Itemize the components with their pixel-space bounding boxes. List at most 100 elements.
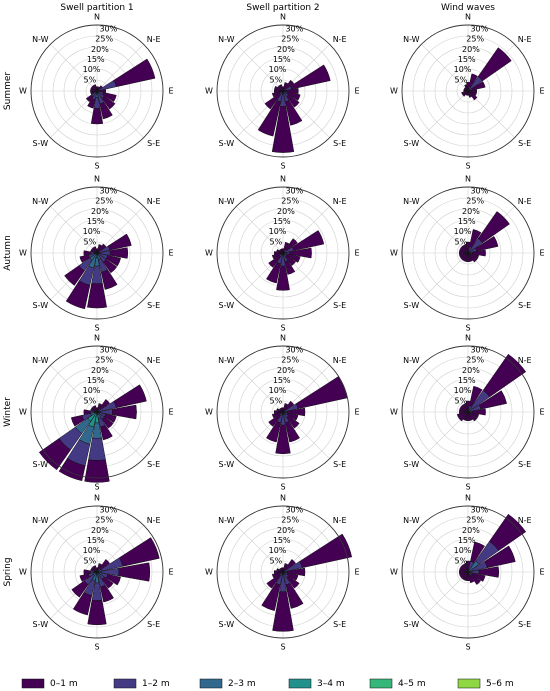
radial-tick-label: 25% (281, 356, 299, 365)
direction-label: S-W (404, 620, 420, 629)
wind-rose-wedge (478, 566, 500, 578)
wind-rose-wedge (98, 89, 107, 93)
direction-label: E (168, 249, 173, 258)
wind-rose-wedge (104, 413, 117, 424)
wind-rose-wedge (275, 424, 291, 455)
wind-rose-panel: 5%10%15%20%25%30% N N-E E S-E S S-W W N-W (390, 334, 544, 492)
wind-rose-wedge (91, 566, 97, 572)
wind-rose-wedge (113, 384, 147, 409)
wind-rose-wedge (79, 254, 90, 263)
radial-tick-label: 25% (95, 356, 113, 365)
direction-label: N-W (403, 197, 420, 206)
radial-tick-label: 10% (454, 546, 472, 555)
wind-rose-panel: 5%10%15%20%25%30% N N-E E S-E S S-W W N-W (19, 175, 173, 333)
direction-label: W (205, 568, 213, 577)
wind-rose-wedge (468, 92, 472, 98)
wind-rose-wedge (284, 88, 299, 94)
wind-rose-wedge (295, 376, 348, 409)
wind-rose-wedge (90, 408, 96, 412)
wind-rose-wedge (100, 269, 118, 290)
radial-tick-label: 15% (87, 217, 105, 226)
wind-rose-wedge (97, 243, 107, 253)
grid-spoke (421, 525, 469, 573)
direction-label: E (168, 568, 173, 577)
wind-rose-wedge (109, 247, 129, 259)
radial-tick-label: 30% (99, 25, 117, 34)
wind-rose-wedge (79, 573, 90, 582)
direction-label: W (390, 87, 398, 96)
wind-rose-wedge (91, 247, 97, 253)
wind-rose-wedge (283, 400, 295, 412)
grid-spoke (50, 206, 98, 254)
wind-rose-wedge (472, 249, 486, 257)
direction-label: N-E (147, 197, 161, 206)
radial-tick-label: 20% (91, 526, 109, 535)
legend-swatch (457, 678, 481, 689)
wind-rose-wedge (286, 572, 299, 581)
grid-spoke (236, 206, 284, 254)
direction-label: S-W (404, 460, 420, 469)
radial-tick-label: 5% (270, 396, 283, 405)
wind-rose-wedge (91, 406, 97, 412)
direction-label: S (94, 324, 99, 333)
direction-label: E (168, 87, 173, 96)
wind-rose-wedge (90, 249, 96, 253)
wind-rose-wedge (462, 403, 468, 411)
wind-rose-wedge (458, 410, 467, 414)
direction-label: N-E (518, 197, 532, 206)
wind-rose-panel: 5%10%15%20%25%30% N N-E E S-E S S-W W N-W (19, 334, 173, 492)
wind-rose-wedge (291, 230, 325, 251)
grid-spoke (96, 44, 144, 92)
wind-rose-wedge (257, 99, 281, 137)
direction-label: W (205, 87, 213, 96)
radial-tick-label: 15% (87, 55, 105, 64)
radial-tick-label: 5% (455, 237, 468, 246)
wind-rose-wedge (273, 251, 282, 255)
direction-label: N-E (333, 35, 347, 44)
legend-label: 1–2 m (142, 679, 170, 689)
wind-rose-wedge (101, 576, 114, 589)
column-title: Swell partition 1 (60, 3, 133, 13)
direction-label: E (354, 87, 359, 96)
plot-frame (401, 186, 535, 320)
wind-rose-wedge (464, 84, 468, 90)
wind-rose-wedge (268, 255, 281, 268)
legend-label: 2–3 m (228, 679, 256, 689)
wind-rose-wedge (286, 415, 300, 429)
wind-rose-wedge (459, 572, 467, 578)
wind-rose-wedge (271, 253, 282, 260)
radial-tick-label: 10% (269, 546, 287, 555)
row-label: Autumn (3, 235, 13, 271)
wind-rose-wedge (100, 424, 113, 441)
wind-rose-wedge (462, 563, 468, 571)
wind-rose-wedge (276, 568, 282, 572)
wind-rose-wedge (465, 241, 471, 252)
radial-tick-label: 30% (470, 506, 488, 515)
plot-frame (401, 505, 535, 639)
direction-label: N-W (32, 197, 49, 206)
legend-label: 4–5 m (398, 679, 426, 689)
wind-rose-panel: 5%10%15%20%25%30% N N-E E S-E S S-W W N-W (205, 13, 359, 171)
wind-rose-panel: 5%10%15%20%25%30% N N-E E S-E S S-W W N-W (19, 13, 173, 171)
direction-label: S-E (518, 301, 531, 310)
radial-tick-label: 10% (454, 65, 472, 74)
wind-rose-wedge (465, 400, 471, 411)
wind-rose-wedge (277, 85, 283, 91)
legend-label: 0–1 m (50, 679, 78, 689)
wind-rose-wedge (99, 399, 110, 410)
wind-rose-wedge (460, 564, 468, 572)
direction-label: N-E (518, 356, 532, 365)
wind-rose-wedge (271, 572, 282, 579)
direction-label: N (465, 494, 471, 503)
radial-tick-label: 5% (270, 556, 283, 565)
radial-tick-label: 10% (269, 227, 287, 236)
wind-rose-wedge (93, 246, 97, 252)
radial-tick-label: 30% (470, 25, 488, 34)
direction-label: N-E (333, 356, 347, 365)
row-label: Spring (3, 557, 13, 586)
wind-rose-wedge (462, 254, 468, 262)
radial-tick-label: 15% (458, 536, 476, 545)
direction-label: N (94, 13, 100, 22)
direction-label: S-E (333, 301, 346, 310)
